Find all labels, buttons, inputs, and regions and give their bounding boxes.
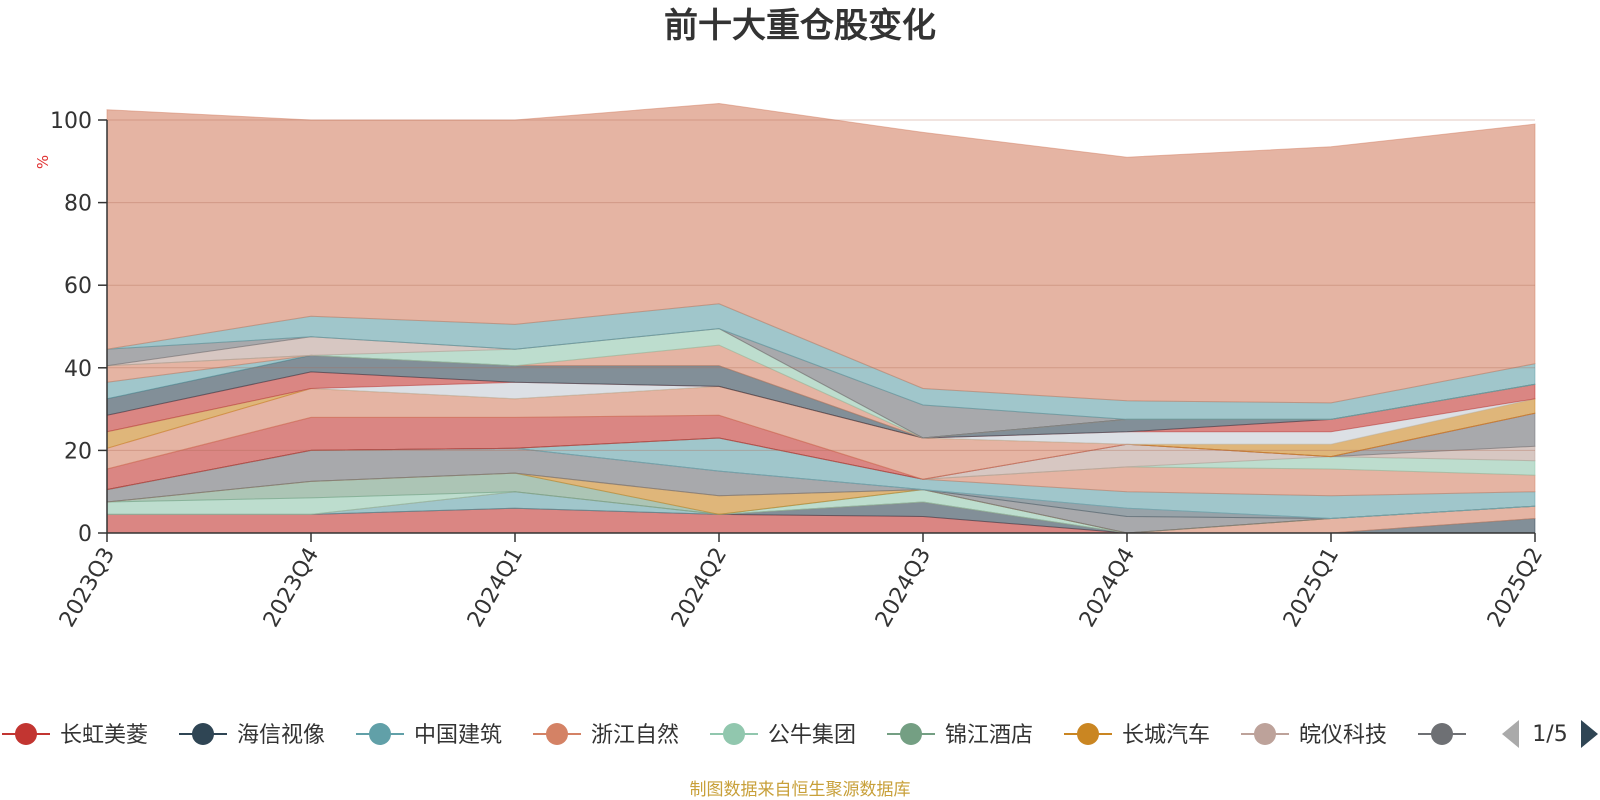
legend-marker bbox=[1431, 723, 1453, 745]
legend-marker bbox=[1077, 723, 1099, 745]
y-axis-unit-label: % bbox=[34, 155, 52, 169]
legend-item-4[interactable]: 浙江自然 bbox=[533, 723, 679, 748]
legend-item-8[interactable]: 皖仪科技 bbox=[1241, 723, 1387, 748]
legend-item-2[interactable]: 海信视像 bbox=[179, 723, 325, 748]
legend-item-6[interactable]: 锦江酒店 bbox=[887, 723, 1033, 748]
y-tick-label: 20 bbox=[64, 439, 92, 464]
chart-title: 前十大重仓股变化 bbox=[664, 6, 936, 46]
legend-label: 长城汽车 bbox=[1122, 723, 1210, 748]
legend-marker bbox=[192, 723, 214, 745]
x-tick-label: 2024Q2 bbox=[667, 544, 732, 632]
legend-prev-page-icon[interactable] bbox=[1502, 720, 1519, 748]
area-series-group bbox=[106, 102, 1536, 534]
data-source-note: 制图数据来自恒生聚源数据库 bbox=[690, 780, 911, 800]
legend-label: 中国建筑 bbox=[414, 723, 502, 748]
legend-label: 公牛集团 bbox=[768, 723, 856, 748]
legend-marker bbox=[546, 723, 568, 745]
legend-item-5[interactable]: 公牛集团 bbox=[710, 723, 856, 748]
y-tick-label: 80 bbox=[64, 192, 92, 217]
legend-item-3[interactable]: 中国建筑 bbox=[356, 723, 502, 748]
y-tick-label: 40 bbox=[64, 357, 92, 382]
x-tick-label: 2023Q4 bbox=[259, 544, 324, 632]
legend-label: 浙江自然 bbox=[591, 723, 679, 748]
legend-marker bbox=[1254, 723, 1276, 745]
x-tick-label: 2023Q3 bbox=[55, 544, 120, 632]
x-tick-label: 2025Q2 bbox=[1483, 544, 1548, 632]
legend-next-page-icon[interactable] bbox=[1581, 720, 1598, 748]
legend[interactable]: 长虹美菱 海信视像 中国建筑 浙江自然 公牛集团 锦江酒店 长城汽车 皖仪科技 1/5 bbox=[2, 720, 1598, 748]
x-tick-label: 2024Q1 bbox=[463, 544, 528, 632]
legend-item-1[interactable]: 长虹美菱 bbox=[2, 723, 148, 748]
legend-label: 皖仪科技 bbox=[1299, 723, 1387, 748]
x-tick-label: 2024Q3 bbox=[871, 544, 936, 632]
x-tick-label: 2024Q4 bbox=[1075, 544, 1140, 632]
grid-lines bbox=[107, 119, 1535, 451]
legend-label: 锦江酒店 bbox=[945, 723, 1033, 748]
y-tick-label: 100 bbox=[50, 109, 92, 134]
legend-page-indicator: 1/5 bbox=[1532, 722, 1567, 747]
y-tick-label: 0 bbox=[78, 522, 92, 547]
legend-marker bbox=[369, 723, 391, 745]
legend-marker bbox=[15, 723, 37, 745]
legend-item-7[interactable]: 长城汽车 bbox=[1064, 723, 1210, 748]
x-tick-label: 2025Q1 bbox=[1279, 544, 1344, 632]
legend-label: 长虹美菱 bbox=[60, 723, 148, 748]
legend-marker bbox=[900, 723, 922, 745]
legend-marker bbox=[723, 723, 745, 745]
area-series-29 bbox=[106, 102, 1536, 404]
legend-label: 海信视像 bbox=[237, 723, 325, 748]
y-tick-label: 60 bbox=[64, 274, 92, 299]
legend-item-9[interactable] bbox=[1418, 723, 1466, 745]
